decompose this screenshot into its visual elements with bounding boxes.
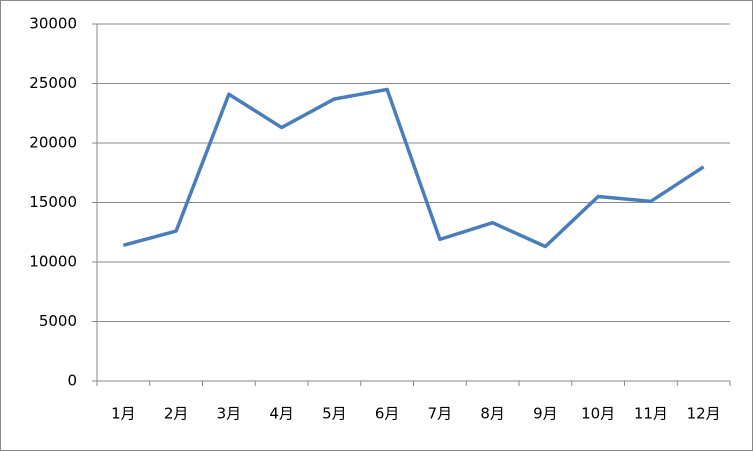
y-tick-label: 20000 [29, 134, 77, 152]
x-tick-label: 7月 [428, 405, 453, 423]
y-tick-label: 30000 [29, 15, 77, 33]
x-tick-label: 9月 [533, 405, 558, 423]
y-tick-label: 25000 [29, 74, 77, 92]
x-tick-label: 10月 [581, 405, 615, 423]
x-tick-label: 1月 [111, 405, 136, 423]
x-tick-label: 2月 [164, 405, 189, 423]
y-tick-label: 10000 [29, 253, 77, 271]
x-tick-label: 8月 [480, 405, 505, 423]
data-line [122, 87, 705, 249]
x-tick-label: 5月 [322, 405, 347, 423]
x-tick-label: 12月 [687, 405, 721, 423]
x-tick-label: 11月 [634, 405, 668, 423]
y-tick-label: 5000 [39, 312, 77, 330]
x-tick-label: 6月 [375, 405, 400, 423]
x-tick-label: 3月 [217, 405, 242, 423]
x-tick-label: 4月 [269, 405, 294, 423]
y-tick-label: 0 [67, 372, 77, 390]
y-tick-label: 15000 [29, 193, 77, 211]
